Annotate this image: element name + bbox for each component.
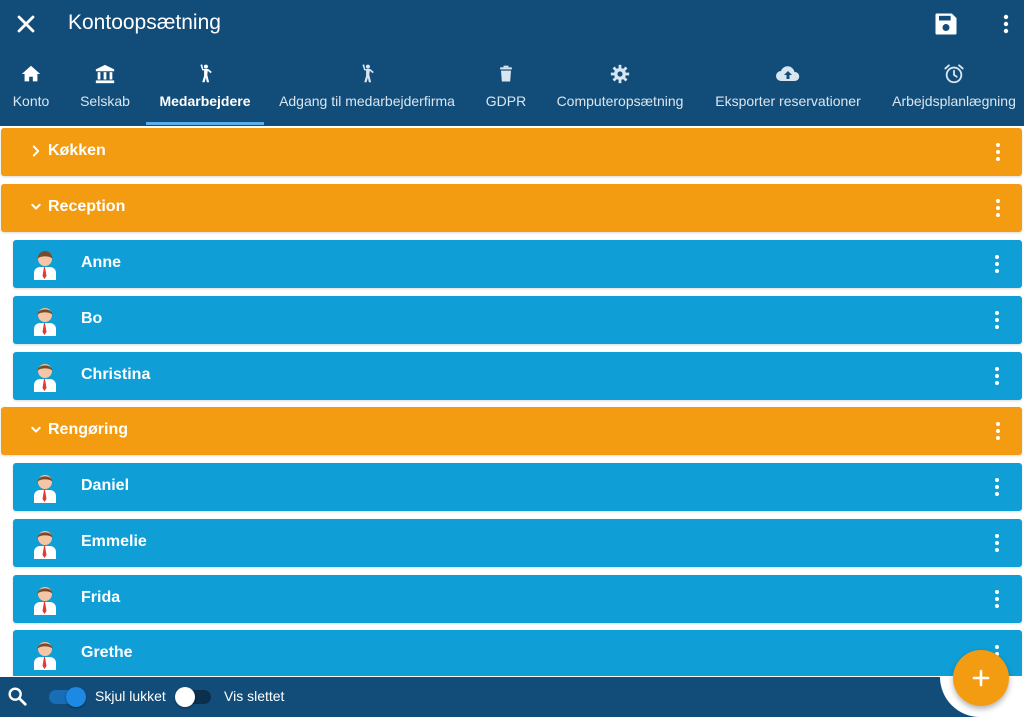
page-title: Kontoopsætning — [68, 11, 221, 34]
more-vert-icon[interactable] — [985, 364, 1009, 388]
employee-avatar-icon — [34, 587, 56, 615]
group-header-reception[interactable]: Reception — [1, 184, 1022, 232]
tab-gdpr[interactable]: GDPR — [480, 56, 532, 126]
group-name: Reception — [48, 198, 126, 215]
toggle-knob — [175, 687, 195, 707]
employee-row[interactable]: Emmelie — [13, 519, 1022, 567]
tab-label: Medarbejdere — [159, 93, 251, 109]
top-app-bar: Kontoopsætning Konto Selskab Medarbejder… — [0, 0, 1024, 126]
save-icon[interactable] — [932, 10, 960, 38]
group-header-rengoring[interactable]: Rengøring — [1, 407, 1022, 455]
search-icon[interactable] — [6, 685, 28, 707]
more-vert-icon[interactable] — [985, 252, 1009, 276]
employee-list: Køkken Reception Anne Bo Christina Rengø… — [0, 128, 1024, 676]
more-vert-icon[interactable] — [994, 10, 1018, 38]
group-name: Køkken — [48, 142, 106, 159]
chevron-down-icon — [31, 203, 41, 210]
more-vert-icon[interactable] — [986, 140, 1010, 164]
employee-row[interactable]: Frida — [13, 575, 1022, 623]
tab-label: Selskab — [80, 93, 130, 109]
tab-konto[interactable]: Konto — [0, 56, 62, 126]
toggle-show-deleted-label: Vis slettet — [224, 688, 285, 704]
more-vert-icon[interactable] — [985, 587, 1009, 611]
tab-label: Arbejdsplanlægning — [892, 93, 1016, 109]
employee-avatar-icon — [34, 364, 56, 392]
chevron-right-icon — [32, 145, 40, 157]
employee-avatar-icon — [34, 642, 56, 670]
employee-name: Grethe — [81, 644, 133, 661]
toggle-knob — [66, 687, 86, 707]
employee-avatar-icon — [34, 475, 56, 503]
tab-label: Konto — [12, 93, 50, 109]
employee-name: Frida — [81, 589, 121, 606]
employee-avatar-icon — [34, 308, 56, 336]
toggle-hide-closed[interactable] — [49, 687, 87, 707]
close-icon[interactable] — [12, 10, 40, 38]
toggle-show-deleted[interactable] — [175, 687, 213, 707]
tab-label: GDPR — [485, 93, 527, 109]
home-icon — [21, 65, 41, 82]
more-vert-icon[interactable] — [985, 308, 1009, 332]
more-vert-icon[interactable] — [986, 419, 1010, 443]
tab-medarbejdere[interactable]: Medarbejdere — [150, 56, 260, 126]
trash-icon — [500, 65, 512, 82]
group-header-kokken[interactable]: Køkken — [1, 128, 1022, 176]
bottom-bar — [0, 677, 1024, 717]
cloud-upload-icon — [776, 66, 800, 81]
add-button[interactable] — [953, 650, 1009, 706]
employee-name: Emmelie — [81, 533, 147, 550]
employee-row[interactable]: Grethe — [13, 630, 1022, 676]
tab-computeropsaetning[interactable]: Computeropsætning — [552, 56, 688, 126]
tab-adgang-til-medarbejderfirma[interactable]: Adgang til medarbejderfirma — [274, 56, 460, 126]
tab-bar: Konto Selskab Medarbejdere Adgang til me… — [0, 56, 1024, 126]
group-name: Rengøring — [48, 421, 128, 438]
employee-avatar-icon — [34, 251, 56, 280]
employee-avatar-icon — [34, 531, 56, 559]
tab-selskab[interactable]: Selskab — [72, 56, 138, 126]
more-vert-icon[interactable] — [985, 531, 1009, 555]
active-tab-indicator — [146, 122, 264, 125]
more-vert-icon[interactable] — [985, 475, 1009, 499]
tab-label: Computeropsætning — [556, 93, 684, 109]
tab-label: Adgang til medarbejderfirma — [279, 93, 455, 109]
employee-name: Bo — [81, 310, 103, 327]
person-waving-icon — [362, 64, 374, 83]
employee-row[interactable]: Bo — [13, 296, 1022, 344]
chevron-down-icon — [31, 426, 41, 433]
person-waving-icon — [200, 64, 212, 83]
more-vert-icon[interactable] — [986, 196, 1010, 220]
employee-row[interactable]: Daniel — [13, 463, 1022, 511]
tab-arbejdsplanlaegning[interactable]: Arbejdsplanlægning — [888, 56, 1020, 126]
tab-eksporter-reservationer[interactable]: Eksporter reservationer — [708, 56, 868, 126]
employee-row[interactable]: Christina — [13, 352, 1022, 400]
bank-icon — [95, 64, 115, 84]
gear-icon — [610, 64, 630, 84]
employee-name: Christina — [81, 366, 151, 383]
tab-label: Eksporter reservationer — [715, 93, 861, 109]
employee-name: Anne — [81, 254, 121, 271]
employee-row[interactable]: Anne — [13, 240, 1022, 288]
alarm-clock-icon — [944, 64, 964, 84]
title-row: Kontoopsætning — [0, 0, 1024, 48]
plus-icon — [972, 669, 990, 687]
employee-name: Daniel — [81, 477, 130, 494]
toggle-hide-closed-label: Skjul lukket — [95, 688, 166, 704]
